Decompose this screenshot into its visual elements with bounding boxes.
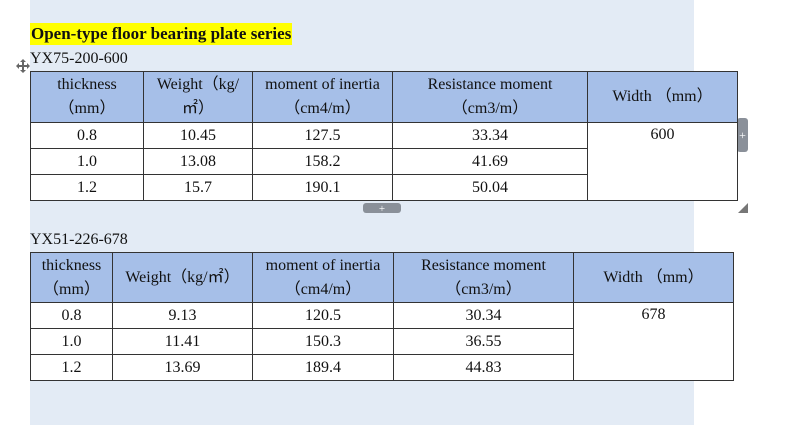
header-cell: moment of inertia （cm4/m） [252, 71, 393, 123]
header-row: thickness （mm） Weight（kg/ ㎡） moment of inert… [30, 71, 738, 123]
data-cell: 1.2 [30, 354, 113, 381]
data-row: 1.0 13.08 158.2 41.69 [30, 148, 738, 175]
header-text: （mm） [58, 100, 116, 117]
table-label: YX51-226-678 [30, 231, 128, 248]
header-row: thickness （mm） Weight（kg/㎡） moment of inert… [30, 252, 734, 303]
header-text: （mm） [43, 280, 100, 298]
header-text: Resistance moment [421, 256, 546, 274]
data-cell: 0.8 [30, 302, 113, 329]
table-label: YX75-200-600 [30, 50, 128, 67]
header-text: ㎡） [181, 100, 214, 117]
data-cell: 15.7 [143, 174, 253, 201]
document-title: Open-type floor bearing plate series [30, 23, 293, 45]
data-row: 0.8 10.45 127.5 33.34 600 [30, 122, 738, 201]
data-cell: 10.45 [143, 122, 253, 149]
data-cell: 36.55 [393, 328, 574, 355]
data-cell: 1.0 [30, 328, 113, 355]
header-cell: moment of inertia （cm4/m） [252, 252, 394, 303]
move-handle[interactable] [15, 58, 31, 74]
header-text: Weight（kg/㎡） [125, 268, 240, 286]
header-text: Width （mm） [612, 88, 713, 105]
header-text: thickness [41, 256, 102, 274]
data-cell: 44.83 [393, 354, 574, 381]
header-cell: thickness （mm） [30, 71, 144, 123]
data-cell: 1.2 [30, 174, 144, 201]
header-cell: Width （mm） [587, 71, 738, 123]
header-text: moment of inertia [265, 76, 380, 93]
add-row-handle[interactable]: + [363, 203, 401, 214]
data-table: thickness （mm） Weight（kg/ ㎡） moment of inert… [30, 71, 738, 201]
header-cell: Resistance moment （cm3/m） [393, 252, 574, 303]
header-text: thickness [57, 76, 117, 93]
svg-text:+: + [379, 203, 385, 214]
data-table: thickness （mm） Weight（kg/㎡） moment of inert… [30, 252, 734, 381]
data-cell: 50.04 [392, 174, 588, 201]
width-cell: 678 [573, 302, 734, 381]
data-row: 1.2 15.7 190.1 50.04 [30, 174, 738, 201]
header-text: （cm3/m） [445, 280, 522, 298]
header-cell: Width （mm） [573, 252, 734, 303]
add-column-handle[interactable]: + [737, 118, 749, 152]
data-cell: 9.13 [112, 302, 253, 329]
data-cell: 33.34 [392, 122, 588, 149]
data-cell: 127.5 [252, 122, 393, 149]
data-cell: 1.0 [30, 148, 144, 175]
header-text: （cm4/m） [284, 280, 362, 298]
width-cell: 600 [587, 122, 738, 201]
data-cell: 30.34 [393, 302, 574, 329]
header-text: moment of inertia [265, 256, 381, 274]
header-text: （cm4/m） [284, 100, 361, 117]
resize-handle[interactable] [738, 203, 748, 213]
data-cell: 13.69 [112, 354, 253, 381]
header-cell: Resistance moment （cm3/m） [392, 71, 588, 123]
data-cell: 120.5 [252, 302, 394, 329]
data-row: 0.8 9.13 120.5 30.34 678 [30, 302, 734, 381]
data-cell: 41.69 [392, 148, 588, 175]
header-text: Weight（kg/ [156, 76, 240, 93]
data-cell: 13.08 [143, 148, 253, 175]
data-row: 1.0 11.41 150.3 36.55 [30, 328, 734, 355]
header-cell: thickness （mm） [30, 252, 113, 303]
header-text: （cm3/m） [451, 100, 529, 117]
data-cell: 190.1 [252, 174, 393, 201]
data-cell: 189.4 [252, 354, 394, 381]
svg-text:+: + [739, 128, 746, 142]
header-cell: Weight（kg/㎡） [112, 252, 253, 303]
header-text: Resistance moment [427, 76, 553, 93]
data-cell: 150.3 [252, 328, 394, 355]
data-cell: 11.41 [112, 328, 253, 355]
data-cell: 158.2 [252, 148, 393, 175]
header-cell: Weight（kg/ ㎡） [143, 71, 253, 123]
data-cell: 0.8 [30, 122, 144, 149]
data-row: 1.2 13.69 189.4 44.83 [30, 354, 734, 381]
header-text: Width （mm） [603, 268, 704, 286]
